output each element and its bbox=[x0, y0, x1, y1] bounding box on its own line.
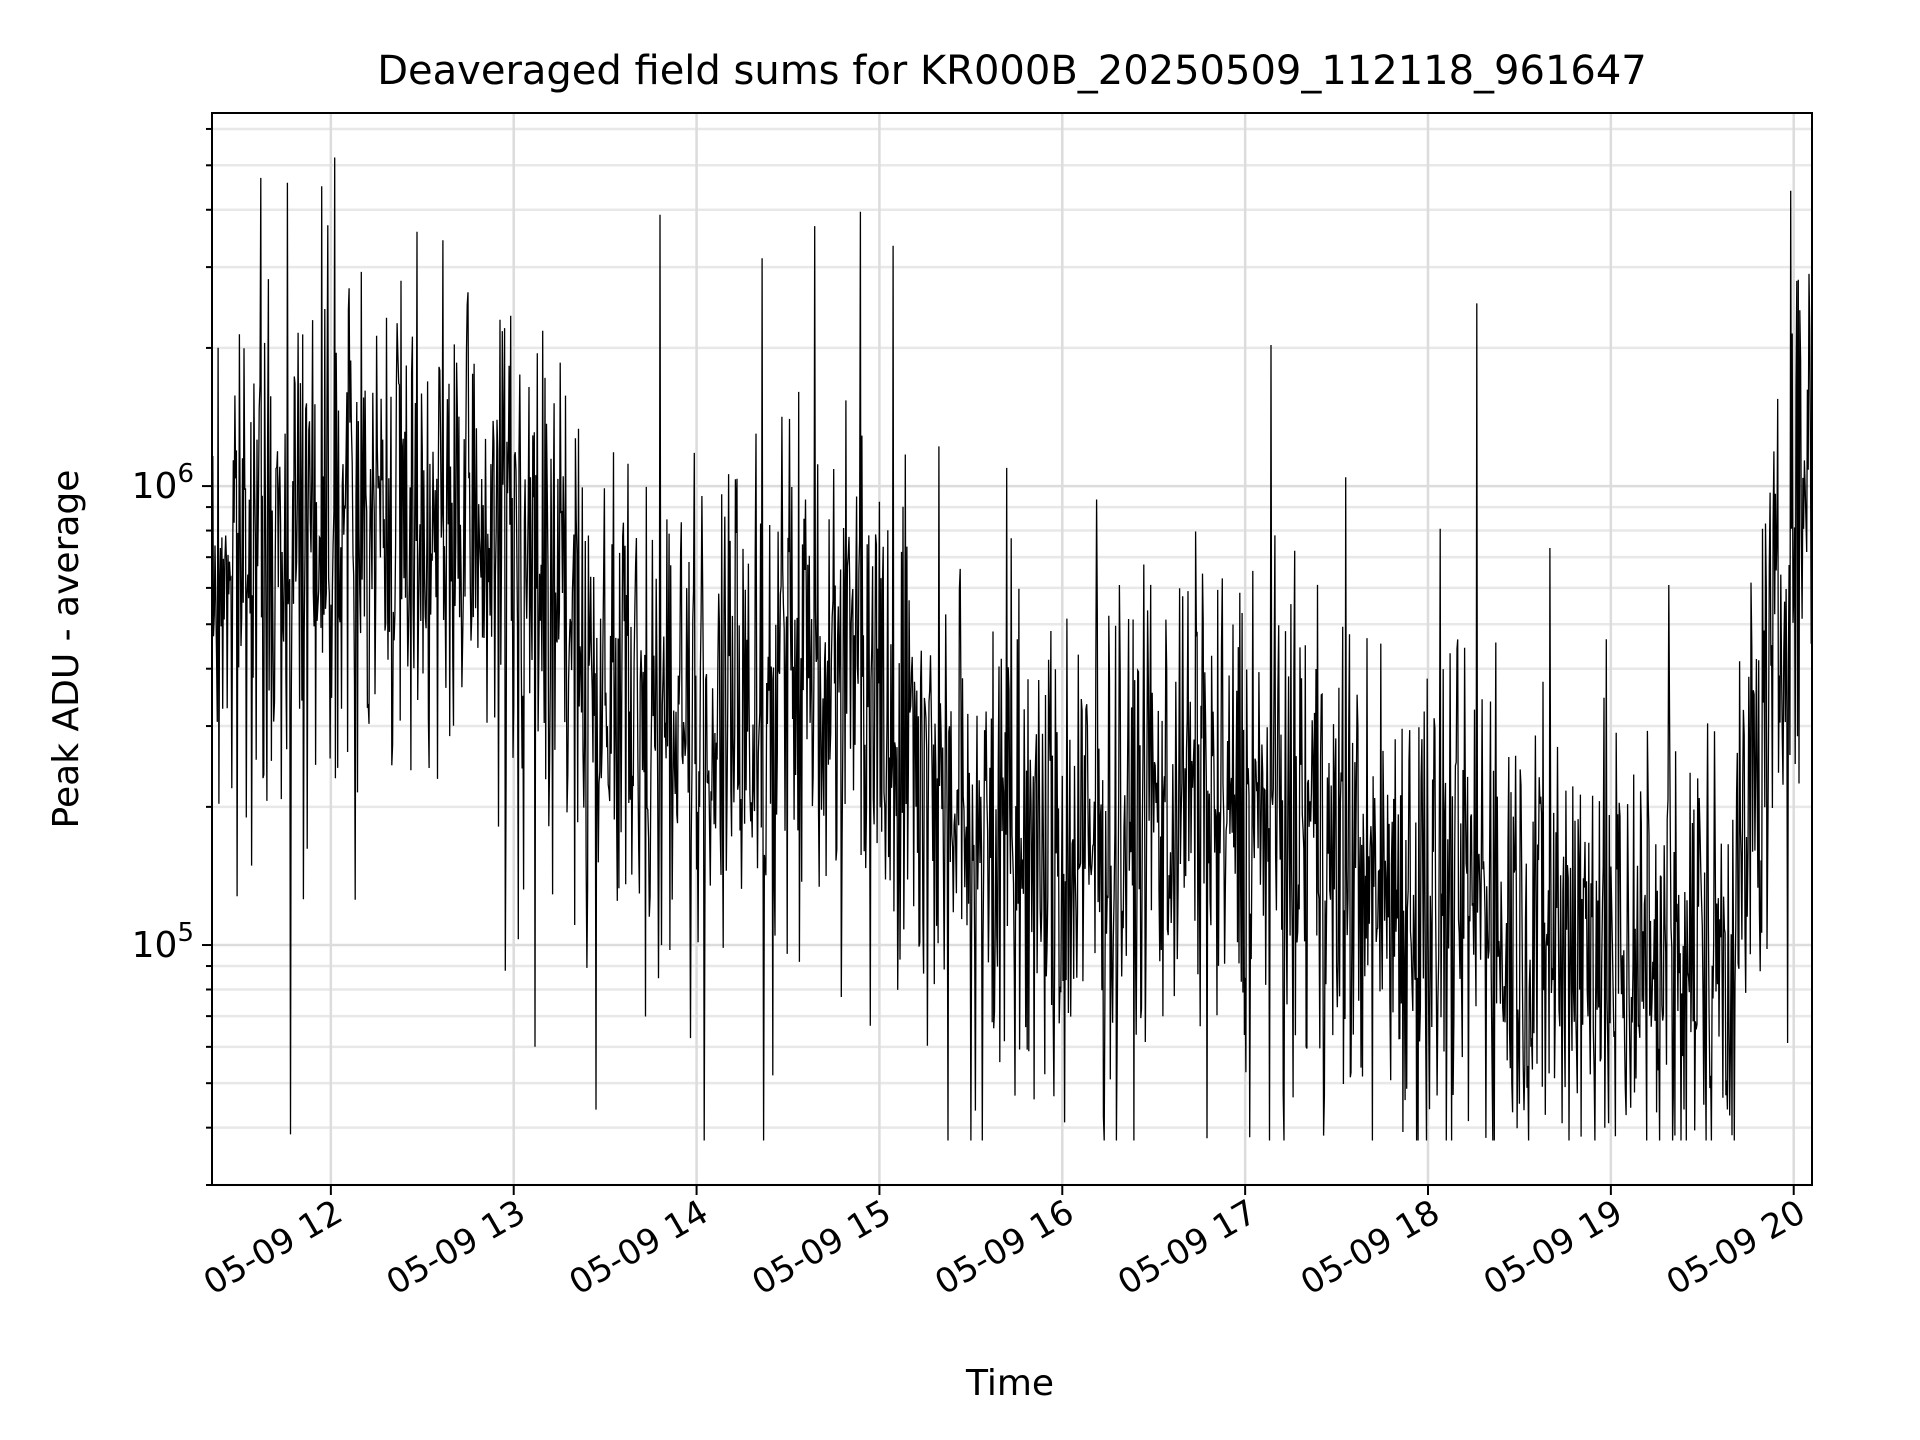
y-tick-label: 105 bbox=[132, 918, 194, 966]
series-line bbox=[211, 157, 1813, 1141]
y-tick-exponent: 6 bbox=[177, 459, 194, 489]
y-tick-base: 10 bbox=[132, 925, 178, 966]
x-axis-label: Time bbox=[965, 1363, 1054, 1404]
y-tick-label: 106 bbox=[132, 459, 194, 507]
series-group bbox=[211, 157, 1813, 1141]
plot-frame bbox=[211, 112, 1813, 1186]
y-tick-exponent: 5 bbox=[177, 918, 194, 948]
chart-title: Deaveraged field sums for KR000B_2025050… bbox=[377, 48, 1647, 94]
y-tick-base: 10 bbox=[132, 466, 178, 507]
y-axis-label: Peak ADU - average bbox=[46, 470, 87, 829]
